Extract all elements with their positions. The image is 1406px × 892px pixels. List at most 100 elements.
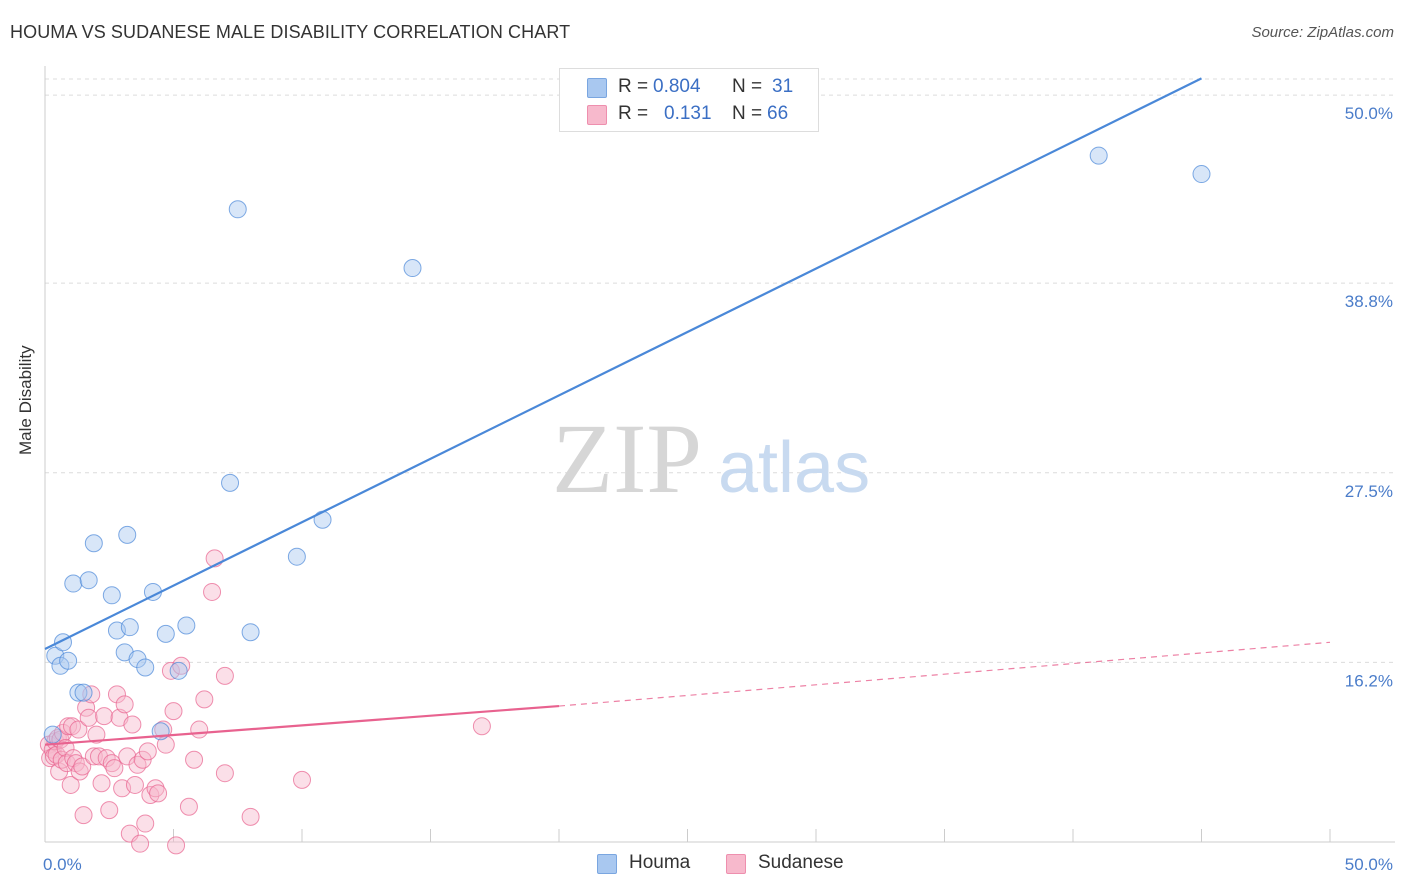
legend-swatch-houma [587, 78, 607, 98]
sudanese-point [73, 757, 92, 776]
sudanese-point [52, 750, 71, 769]
sudanese-trend-line [44, 704, 560, 746]
sudanese-point [172, 656, 191, 675]
legend-row-houma: R = 0.804 N = 31 [560, 74, 818, 100]
grid-layer [45, 78, 1395, 663]
sudanese-point [167, 836, 186, 855]
sudanese-point [138, 742, 157, 761]
houma-point [1089, 146, 1108, 165]
sudanese-point [48, 728, 67, 747]
watermark-atlas: atlas [718, 428, 870, 508]
houma-point [177, 616, 196, 635]
sudanese-point [70, 762, 89, 781]
watermark-zip: ZIP [552, 403, 702, 514]
sudanese-point [215, 764, 234, 783]
y-tick-label: 50.0% [1345, 104, 1393, 123]
sudanese-point [154, 720, 173, 739]
legend-n-label: N = [732, 103, 763, 124]
sudanese-point [131, 834, 150, 853]
sudanese-point [203, 582, 222, 601]
houma-point [84, 534, 103, 553]
houma-point [221, 473, 240, 492]
houma-point [169, 661, 188, 680]
sudanese-point [149, 784, 168, 803]
sudanese-point [123, 715, 142, 734]
sudanese-point [185, 750, 204, 769]
legend-n-value: 66 [767, 103, 789, 124]
houma-point [1192, 165, 1211, 184]
houma-point [102, 586, 121, 605]
sudanese-point [95, 707, 114, 726]
labels-layer: 16.2% 27.5% 38.8% 50.0% 0.0% 50.0% [43, 104, 1393, 874]
x-tick-label: 0.0% [43, 855, 82, 874]
sudanese-point [125, 775, 144, 794]
houma-point [228, 200, 247, 219]
houma-point [241, 623, 260, 642]
sudanese-point [179, 797, 198, 816]
axis-layer [44, 66, 1395, 843]
sudanese-point [79, 708, 98, 727]
legend-r-value: 0.131 [664, 103, 712, 124]
sudanese-point [61, 775, 80, 794]
houma-point [287, 547, 306, 566]
houma-point [59, 651, 78, 670]
source-label: Source: ZipAtlas.com [1251, 24, 1394, 41]
sudanese-point [97, 749, 116, 768]
sudanese-point [59, 717, 78, 736]
sudanese-point [100, 801, 119, 820]
sudanese-trend-extension [558, 641, 1331, 707]
sudanese-point [128, 755, 147, 774]
houma-point [74, 683, 93, 702]
sudanese-point [164, 702, 183, 721]
sudanese-point [472, 717, 491, 736]
sudanese-point [215, 666, 234, 685]
x-tick-label: 50.0% [1345, 855, 1393, 874]
houma-point [118, 525, 137, 544]
sudanese-point [161, 661, 180, 680]
bottom-legend-label: Houma [629, 852, 691, 873]
sudanese-point [107, 685, 126, 704]
sudanese-point [136, 814, 155, 833]
correlation-legend: R = 0.804 N = 31 R = 0.131 N = 66 [559, 68, 819, 132]
houma-point [64, 574, 83, 593]
houma-point [136, 658, 155, 677]
houma-point [79, 571, 98, 590]
sudanese-point [115, 695, 134, 714]
bottom-legend-label: Sudanese [758, 852, 844, 873]
legend-n-value: 31 [772, 76, 794, 97]
houma-point [69, 683, 88, 702]
legend-r-label: R = [618, 103, 649, 124]
sudanese-point [241, 807, 260, 826]
houma-point [43, 725, 62, 744]
sudanese-point [74, 806, 93, 825]
houma-point [403, 259, 422, 278]
legend-r-value: 0.804 [653, 76, 701, 97]
chart-title: HOUMA VS SUDANESE MALE DISABILITY CORREL… [10, 22, 571, 42]
points-layer [39, 146, 1211, 855]
legend-swatch-sudanese [587, 105, 607, 125]
sudanese-point [146, 779, 165, 798]
sudanese-point [92, 774, 111, 793]
sudanese-point [105, 759, 124, 778]
sudanese-point [190, 720, 209, 739]
sudanese-point [87, 725, 106, 744]
sudanese-point [102, 754, 121, 773]
sudanese-point [133, 750, 152, 769]
y-tick-label: 38.8% [1345, 292, 1393, 311]
watermark: ZIP atlas [552, 403, 870, 514]
legend-n-label: N = [732, 76, 763, 97]
houma-point [120, 618, 139, 637]
sudanese-point [69, 720, 88, 739]
y-tick-label: 27.5% [1345, 482, 1393, 501]
y-tick-label: 16.2% [1345, 671, 1393, 690]
bottom-swatch-houma [597, 854, 617, 874]
sudanese-point [195, 690, 214, 709]
sudanese-point [293, 770, 311, 789]
bottom-swatch-sudanese [726, 854, 746, 874]
trend-layer [44, 77, 1331, 746]
y-axis-label: Male Disability [16, 345, 35, 455]
legend-r-label: R = [618, 76, 649, 97]
houma-trend-line [44, 77, 1202, 650]
houma-point [156, 624, 175, 643]
